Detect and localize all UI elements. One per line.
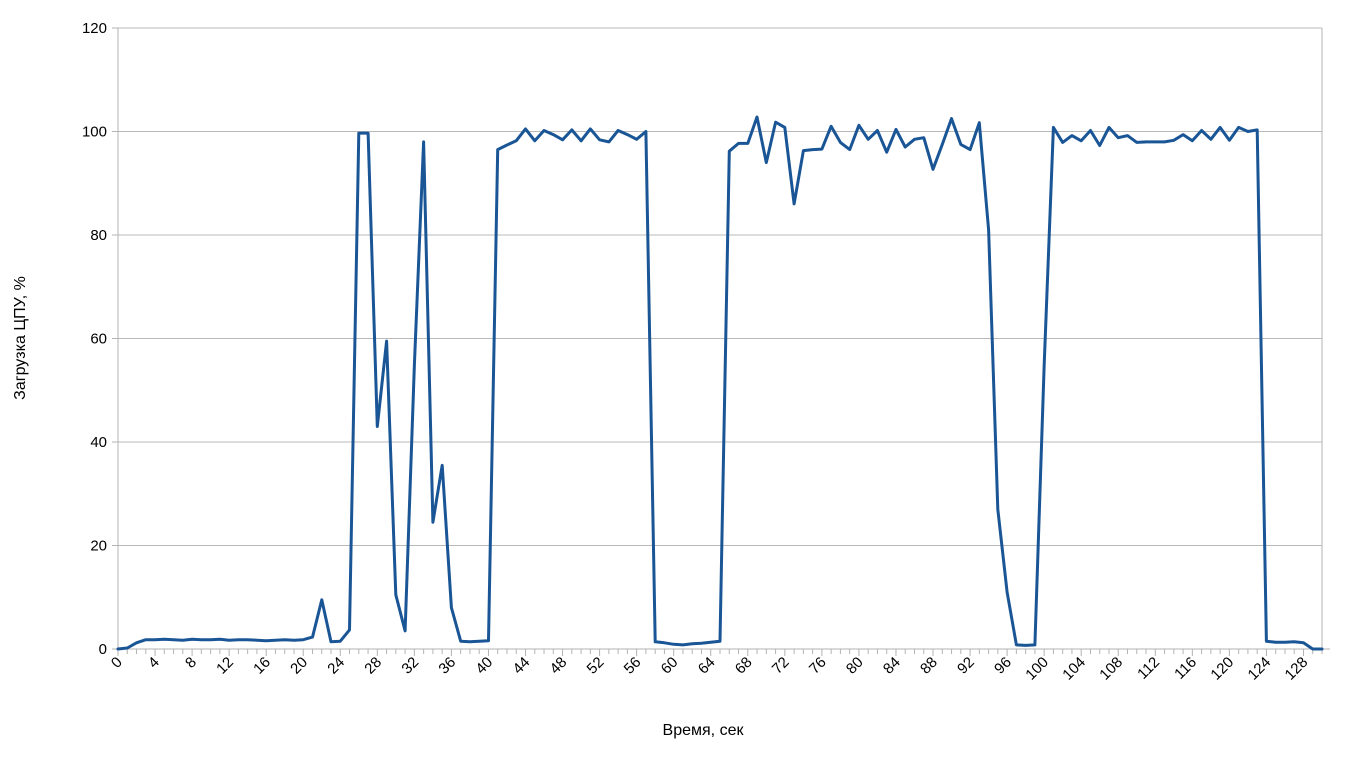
x-tick-label-16: 16	[250, 654, 274, 678]
y-tick-label-120: 120	[82, 20, 107, 37]
y-tick-label-100: 100	[82, 124, 107, 141]
x-axis-title: Время, сек	[662, 722, 744, 739]
cpu-load-series-line	[116, 115, 1324, 651]
x-tick-label-24: 24	[324, 654, 348, 678]
x-tick-label-44: 44	[510, 654, 534, 678]
y-axis-title: Загрузка ЦПУ, %	[12, 276, 29, 400]
x-tick-label-4: 4	[145, 654, 163, 672]
x-tick-label-48: 48	[547, 654, 571, 678]
x-tick-label-68: 68	[732, 654, 756, 678]
x-tick-label-56: 56	[621, 654, 645, 678]
y-tick-label-80: 80	[90, 227, 107, 244]
x-tick-label-112: 112	[1134, 654, 1163, 683]
x-tick-label-72: 72	[769, 654, 793, 678]
x-tick-label-28: 28	[361, 654, 385, 678]
x-tick-label-84: 84	[880, 654, 904, 678]
x-tick-label-120: 120	[1207, 654, 1237, 684]
x-tick-label-0: 0	[108, 654, 126, 672]
x-tick-label-104: 104	[1059, 654, 1089, 684]
x-tick-label-124: 124	[1245, 654, 1275, 684]
y-tick-label-0: 0	[99, 641, 107, 658]
x-tick-label-36: 36	[435, 654, 459, 678]
x-tick-label-12: 12	[213, 654, 237, 678]
x-tick-label-80: 80	[843, 654, 867, 678]
x-tick-label-76: 76	[806, 654, 830, 678]
x-tick-label-100: 100	[1022, 654, 1052, 684]
x-tick-label-88: 88	[917, 654, 941, 678]
y-tick-label-60: 60	[90, 331, 107, 348]
x-tick-label-20: 20	[287, 654, 311, 678]
x-tick-label-116: 116	[1171, 654, 1200, 683]
x-tick-label-108: 108	[1096, 654, 1126, 684]
x-tick-label-96: 96	[991, 654, 1015, 678]
y-tick-label-20: 20	[90, 538, 107, 555]
x-tick-label-60: 60	[658, 654, 682, 678]
x-tick-label-8: 8	[182, 654, 200, 672]
x-tick-label-52: 52	[584, 654, 608, 678]
x-tick-label-40: 40	[472, 654, 496, 678]
y-tick-label-40: 40	[90, 434, 107, 451]
x-tick-label-32: 32	[398, 654, 422, 678]
x-tick-label-64: 64	[695, 654, 719, 678]
x-tick-label-128: 128	[1282, 654, 1312, 684]
x-tick-label-92: 92	[954, 654, 978, 678]
